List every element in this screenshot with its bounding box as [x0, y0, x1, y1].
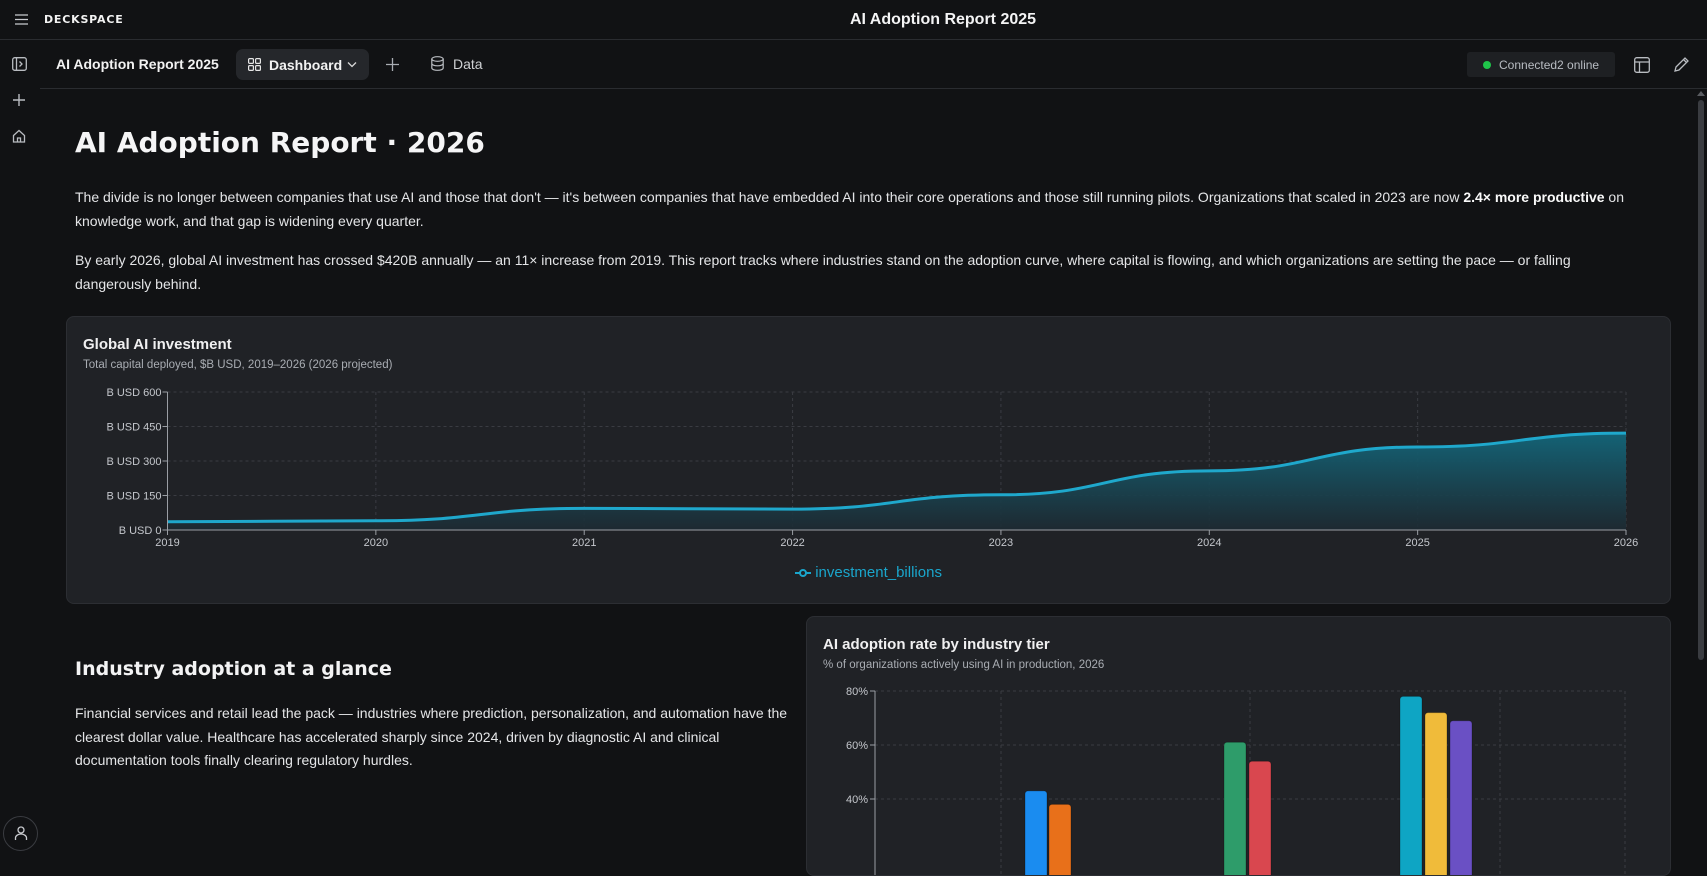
legend-label: investment_billions [815, 564, 942, 581]
adoption-chart-card: AI adoption rate by industry tier % of o… [806, 616, 1671, 876]
bar [1449, 720, 1473, 875]
connection-status: Connected2 online [1467, 52, 1615, 77]
bar [1048, 803, 1072, 875]
chart-subtitle: Total capital deployed, $B USD, 2019–202… [83, 359, 393, 371]
home-icon[interactable] [12, 129, 26, 143]
left-rail [0, 40, 40, 851]
x-tick-label: 2026 [1614, 537, 1638, 549]
chart-subtitle: % of organizations actively using AI in … [823, 659, 1105, 671]
plus-icon[interactable] [12, 93, 26, 107]
x-tick-label: 2025 [1405, 537, 1429, 549]
intro-paragraph-2: By early 2026, global AI investment has … [75, 252, 1571, 292]
document-name[interactable]: AI Adoption Report 2025 [56, 56, 219, 72]
app-title: AI Adoption Report 2025 [849, 11, 1037, 28]
pencil-icon[interactable] [1673, 56, 1690, 73]
scroll-up-arrow[interactable] [1697, 91, 1705, 96]
scrollbar[interactable] [1698, 100, 1704, 660]
section-paragraph: Financial services and retail lead the p… [75, 705, 788, 768]
status-text: Connected2 online [1499, 58, 1600, 72]
x-tick-label: 2020 [364, 537, 388, 549]
bar [1424, 712, 1448, 875]
tab-dashboard-label: Dashboard [269, 57, 343, 73]
bar [1399, 695, 1423, 875]
tab-dashboard[interactable]: Dashboard [236, 49, 369, 80]
investment-area-chart: B USD 0 B USD 150 B USD 300 B USD 450 B USD … [106, 387, 1638, 549]
status-dot-icon [1483, 61, 1491, 69]
x-tick-label: 2024 [1197, 537, 1221, 549]
x-tick-label: 2023 [989, 537, 1013, 549]
chevron-down-icon[interactable] [347, 61, 357, 68]
chart-title: AI adoption rate by industry tier [823, 636, 1050, 653]
database-icon [431, 56, 444, 71]
chart-title: Global AI investment [83, 336, 232, 353]
user-avatar-button[interactable] [3, 816, 38, 851]
tab-data[interactable]: Data [453, 56, 483, 72]
legend-line-marker-icon [795, 569, 812, 578]
section-title: Industry adoption at a glance [75, 658, 392, 680]
bar [1248, 760, 1272, 875]
sidebar-toggle-icon[interactable] [12, 57, 27, 71]
y-tick-label: 80% [846, 686, 868, 698]
page-title: AI Adoption Report · 2026 [75, 126, 485, 159]
y-tick-label: 40% [846, 794, 868, 806]
y-tick-label: B USD 450 [106, 422, 161, 434]
investment-chart-card: Global AI investment Total capital deplo… [66, 316, 1671, 604]
y-tick-label: B USD 600 [106, 387, 161, 399]
x-tick-label: 2022 [780, 537, 804, 549]
series-line [167, 431, 1627, 524]
add-tab-icon[interactable] [386, 58, 399, 71]
layout-icon[interactable] [1634, 57, 1650, 73]
user-icon [14, 826, 28, 840]
series-area-fill [167, 433, 1626, 530]
top-bar: DECKSPACE AI Adoption Report 2025 [0, 0, 1707, 40]
adoption-bar-chart: 40% 60% 80% [846, 686, 1626, 875]
x-tick-label: 2019 [155, 537, 179, 549]
grid-icon [248, 58, 261, 71]
y-tick-label: 60% [846, 740, 868, 752]
x-tick-label: 2021 [572, 537, 596, 549]
hamburger-icon[interactable] [15, 14, 28, 25]
chart-legend[interactable]: investment_billions [67, 564, 1670, 581]
y-tick-label: B USD 0 [119, 525, 162, 537]
document-toolbar: AI Adoption Report 2025 Dashboard Data C… [40, 40, 1707, 89]
y-tick-label: B USD 150 [106, 491, 161, 503]
y-tick-label: B USD 300 [106, 456, 161, 468]
bar [1223, 741, 1247, 875]
brand-logo: DECKSPACE [44, 13, 124, 26]
bar [1024, 790, 1048, 875]
intro-paragraph-1: The divide is no longer between companie… [75, 189, 1625, 229]
